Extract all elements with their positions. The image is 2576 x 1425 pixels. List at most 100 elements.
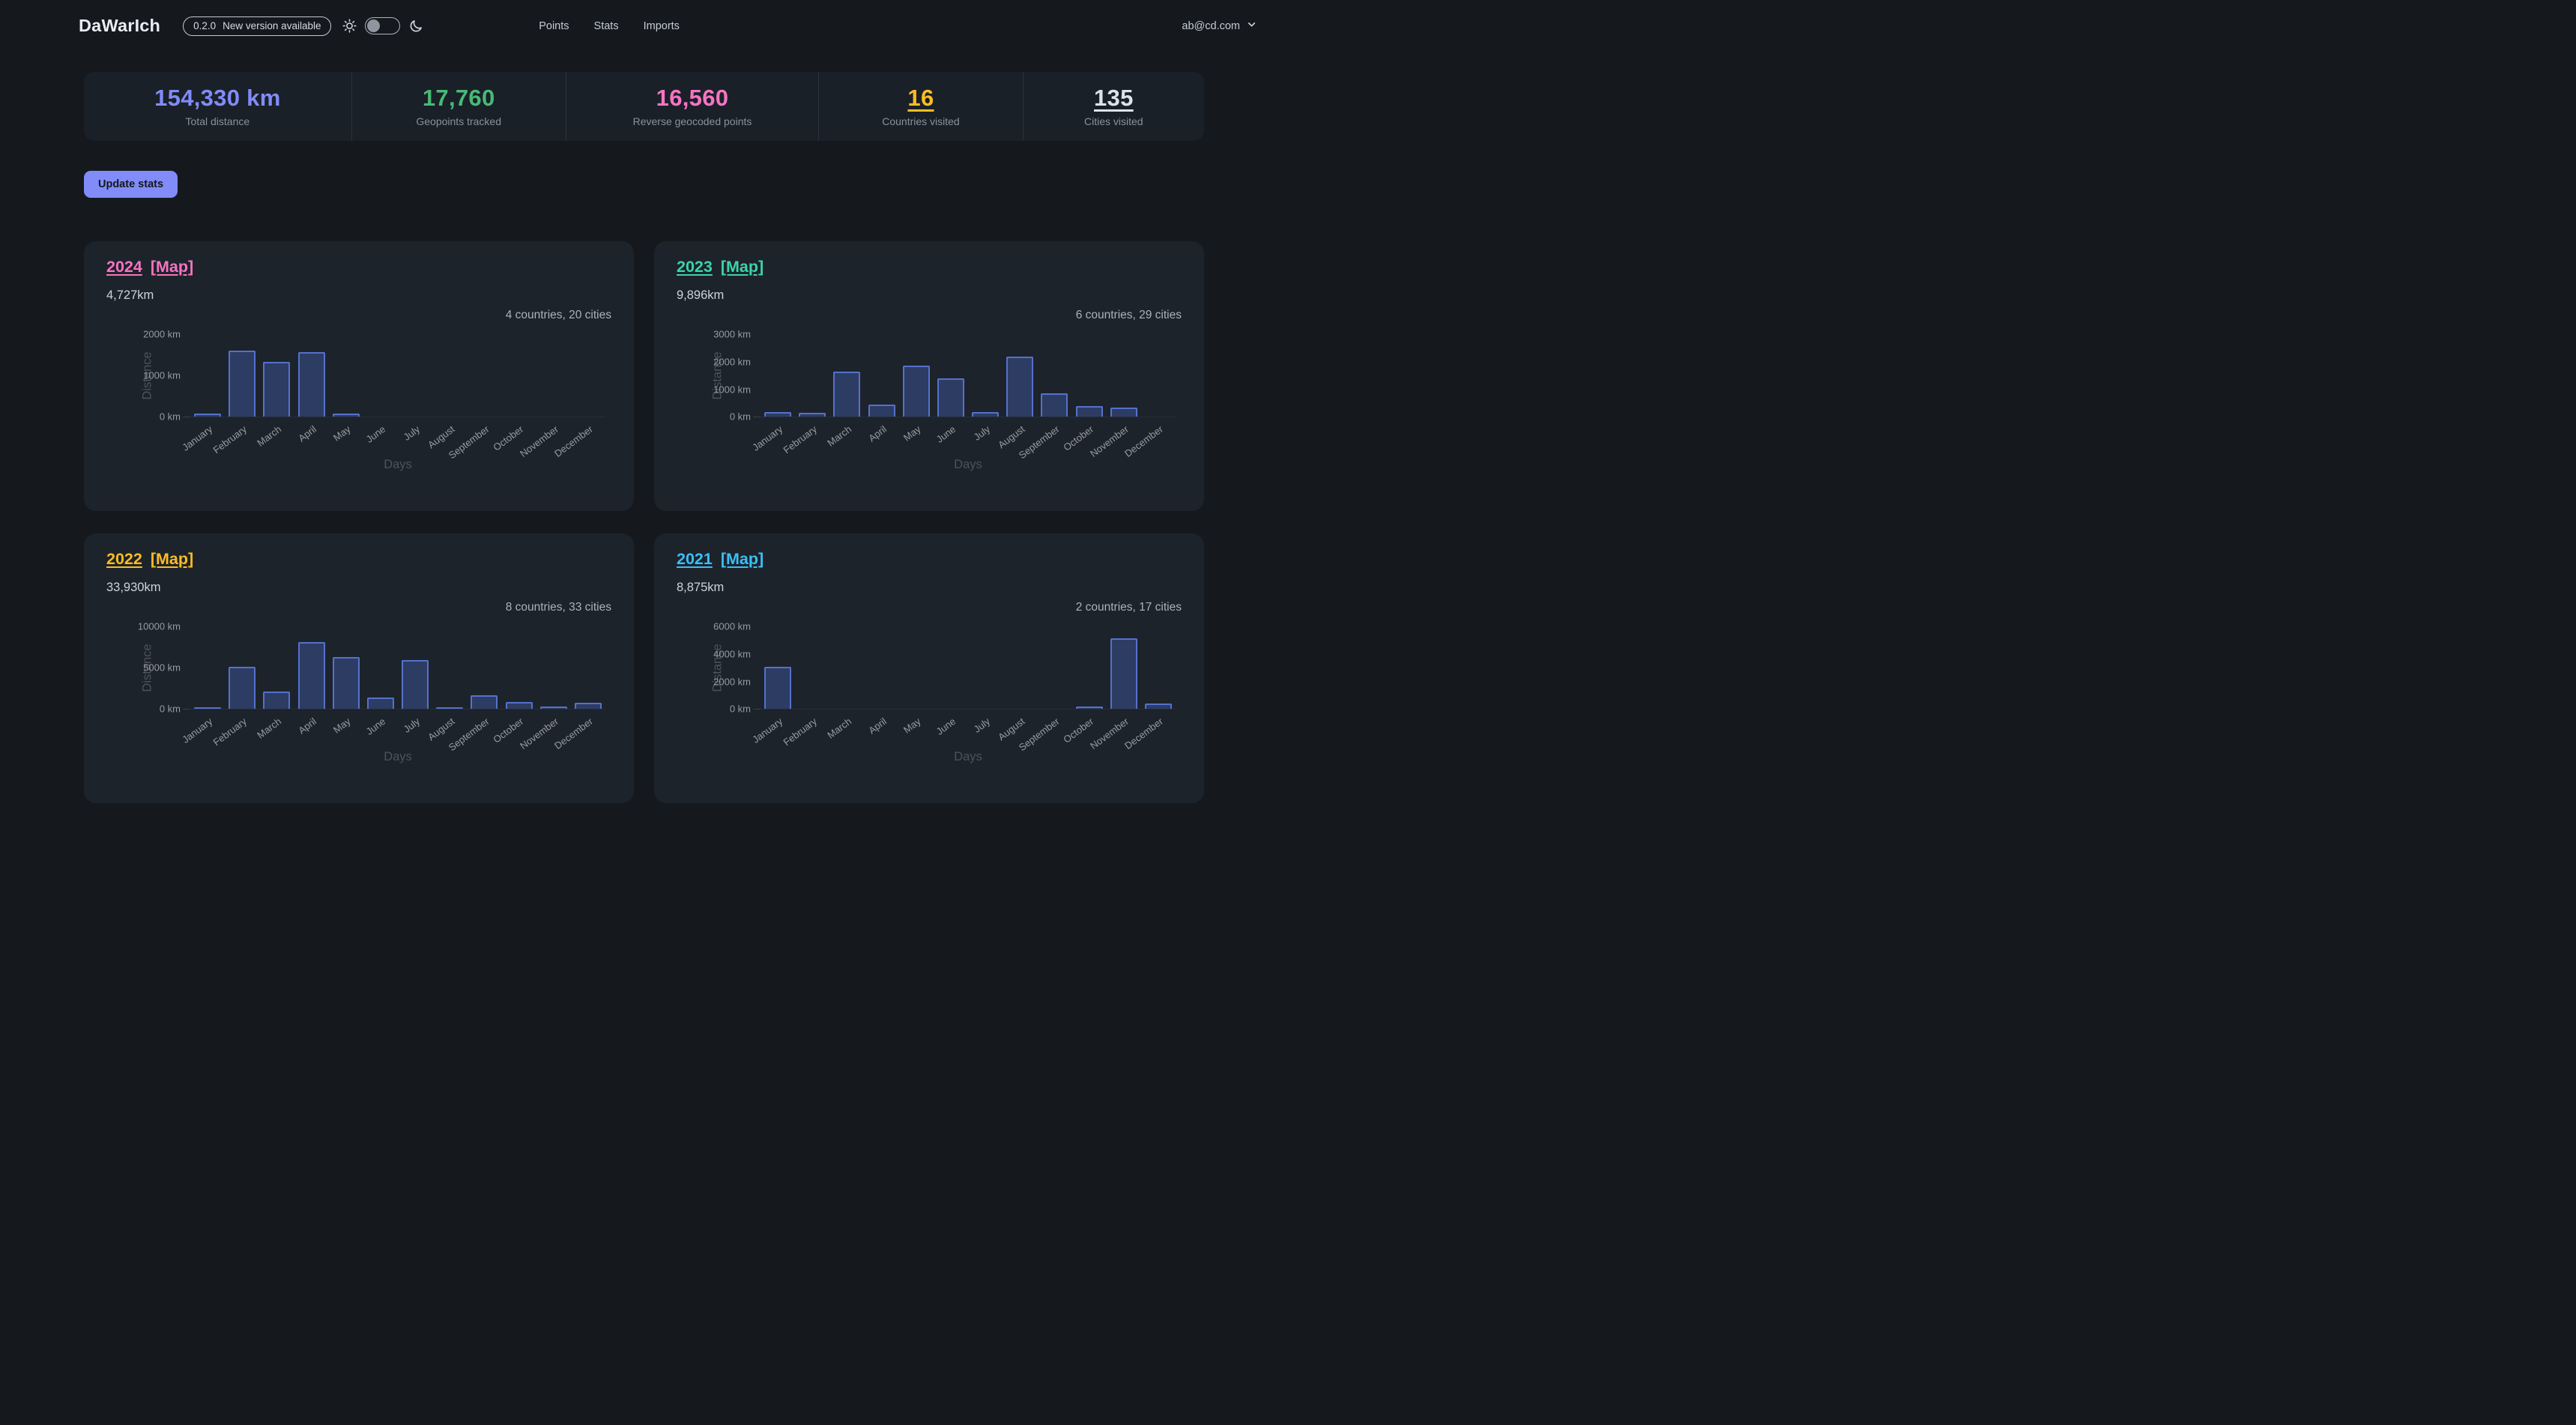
stat-geopoints-tracked: 17,760 Geopoints tracked bbox=[351, 72, 566, 142]
bar-may-2022 bbox=[332, 656, 360, 710]
nav-link-imports[interactable]: Imports bbox=[643, 19, 680, 32]
bar-cell bbox=[259, 626, 294, 710]
year-distance: 4,727km bbox=[106, 288, 154, 303]
bar-cell bbox=[829, 626, 864, 709]
x-axis-label: April bbox=[295, 423, 318, 444]
monthly-distance-chart: Distance 0 km 1000 km 2000 km January Febru… bbox=[141, 329, 605, 472]
x-axis-label: April bbox=[295, 715, 318, 736]
bar-april-2022 bbox=[297, 642, 325, 710]
update-stats-button[interactable]: Update stats bbox=[84, 171, 178, 199]
bar-cell bbox=[536, 334, 571, 417]
bar-cell bbox=[865, 626, 899, 709]
card-title: 2022 [Map] bbox=[106, 550, 611, 569]
bar-cell bbox=[829, 334, 864, 417]
bar-cell bbox=[761, 334, 795, 417]
year-card-2024: 2024 [Map] 4,727km 4 countries, 20 citie… bbox=[84, 241, 634, 512]
stat-value[interactable]: 16 bbox=[907, 85, 934, 111]
map-link-2024[interactable]: [Map] bbox=[150, 258, 194, 276]
year-card-2022: 2022 [Map] 33,930km 8 countries, 33 citi… bbox=[84, 533, 634, 804]
stat-value: 154,330 km bbox=[154, 85, 281, 111]
bar-cell bbox=[865, 334, 899, 417]
plot-area: 0 km 2000 km 4000 km 6000 km bbox=[713, 621, 1176, 715]
x-axis-label: January bbox=[750, 423, 785, 454]
bar-cell bbox=[1141, 334, 1176, 417]
x-axis-label: July bbox=[401, 423, 423, 444]
main-content: 154,330 km Total distance 17,760 Geopoints … bbox=[84, 72, 1204, 804]
map-link-2023[interactable]: [Map] bbox=[720, 258, 764, 276]
stat-label: Cities visited bbox=[1084, 115, 1143, 128]
map-link-2022[interactable]: [Map] bbox=[150, 550, 194, 569]
monthly-distance-chart: Distance 0 km 2000 km 4000 km 6000 km Janua… bbox=[711, 621, 1176, 764]
card-title: 2024 [Map] bbox=[106, 258, 611, 276]
x-axis-label: April bbox=[865, 423, 889, 444]
bar-cell bbox=[571, 626, 605, 710]
bar-cell bbox=[363, 626, 398, 710]
bar-july-2023 bbox=[972, 411, 1000, 417]
plot-area: 0 km 1000 km 2000 km 3000 km bbox=[713, 329, 1176, 423]
bars bbox=[190, 626, 605, 710]
bar-cell bbox=[1141, 626, 1176, 710]
year-distance: 8,875km bbox=[677, 581, 725, 595]
map-link-2021[interactable]: [Map] bbox=[720, 550, 764, 569]
year-link-2024[interactable]: 2024 bbox=[106, 258, 142, 276]
bar-october-2023 bbox=[1075, 406, 1103, 417]
y-axis-tick: 0 km bbox=[729, 411, 751, 423]
x-axis-labels: January February March April May June July Augu… bbox=[750, 710, 1176, 753]
y-axis-tick: 2000 km bbox=[713, 356, 751, 368]
bar-february-2022 bbox=[229, 667, 256, 710]
x-axis-label: March bbox=[255, 715, 284, 741]
bars bbox=[761, 334, 1176, 417]
app-logo[interactable]: DaWarIch bbox=[79, 16, 161, 35]
bar-cell bbox=[795, 626, 829, 709]
bar-cell bbox=[761, 626, 795, 710]
stats-row: 154,330 km Total distance 17,760 Geopoints … bbox=[84, 72, 1204, 142]
bar-january-2021 bbox=[764, 667, 792, 710]
bar-cell bbox=[398, 626, 432, 710]
user-email: ab@cd.com bbox=[1182, 19, 1240, 32]
bar-january-2024 bbox=[194, 413, 222, 417]
x-axis-labels: January February March April May June July Augu… bbox=[180, 417, 605, 461]
year-link-2023[interactable]: 2023 bbox=[677, 258, 713, 276]
bar-cell bbox=[1037, 334, 1071, 417]
stat-label: Geopoints tracked bbox=[416, 115, 501, 128]
stat-label: Total distance bbox=[185, 115, 250, 128]
year-distance: 33,930km bbox=[106, 581, 161, 595]
year-link-2022[interactable]: 2022 bbox=[106, 550, 142, 569]
year-card-2023: 2023 [Map] 9,896km 6 countries, 29 citie… bbox=[654, 241, 1204, 512]
user-menu[interactable]: ab@cd.com bbox=[1182, 19, 1257, 32]
bar-cell bbox=[968, 626, 1003, 709]
bar-cell bbox=[190, 626, 225, 710]
bar-cell bbox=[934, 334, 968, 417]
y-axis-title: Distance bbox=[710, 351, 725, 400]
moon-icon bbox=[408, 19, 423, 34]
nav-link-stats[interactable]: Stats bbox=[593, 19, 619, 32]
year-link-2021[interactable]: 2021 bbox=[677, 550, 713, 569]
page: { "nav": { "logo": "DaWarIch", "version"… bbox=[0, 0, 1288, 804]
x-axis-label: January bbox=[750, 715, 785, 746]
bar-cell bbox=[467, 334, 501, 417]
bar-cell bbox=[502, 626, 536, 710]
y-axis-tick: 1000 km bbox=[143, 369, 181, 381]
bar-cell bbox=[1037, 626, 1071, 709]
bar-march-2022 bbox=[263, 692, 291, 710]
y-axis-tick: 10000 km bbox=[137, 620, 181, 632]
bar-august-2022 bbox=[436, 707, 464, 710]
x-axis-label: May bbox=[331, 423, 353, 444]
theme-toggle[interactable] bbox=[365, 17, 401, 34]
chevron-down-icon bbox=[1247, 19, 1257, 32]
bar-may-2024 bbox=[332, 413, 360, 417]
stat-value[interactable]: 135 bbox=[1094, 85, 1134, 111]
x-axis-label: May bbox=[331, 715, 353, 736]
x-axis-label: January bbox=[180, 715, 215, 746]
countries-cities-summary: 8 countries, 33 cities bbox=[505, 601, 611, 614]
x-axis-label: June bbox=[363, 715, 387, 738]
version-badge[interactable]: 0.2.0 New version available bbox=[183, 16, 332, 36]
x-axis-label: January bbox=[180, 423, 215, 454]
nav-link-points[interactable]: Points bbox=[539, 19, 569, 32]
x-axis-label: April bbox=[865, 715, 889, 736]
bar-cell bbox=[899, 334, 934, 417]
countries-cities-summary: 6 countries, 29 cities bbox=[1075, 309, 1182, 322]
bar-cell bbox=[1107, 334, 1141, 417]
x-axis-title: Days bbox=[384, 750, 412, 764]
countries-cities-summary: 2 countries, 17 cities bbox=[1075, 601, 1182, 614]
